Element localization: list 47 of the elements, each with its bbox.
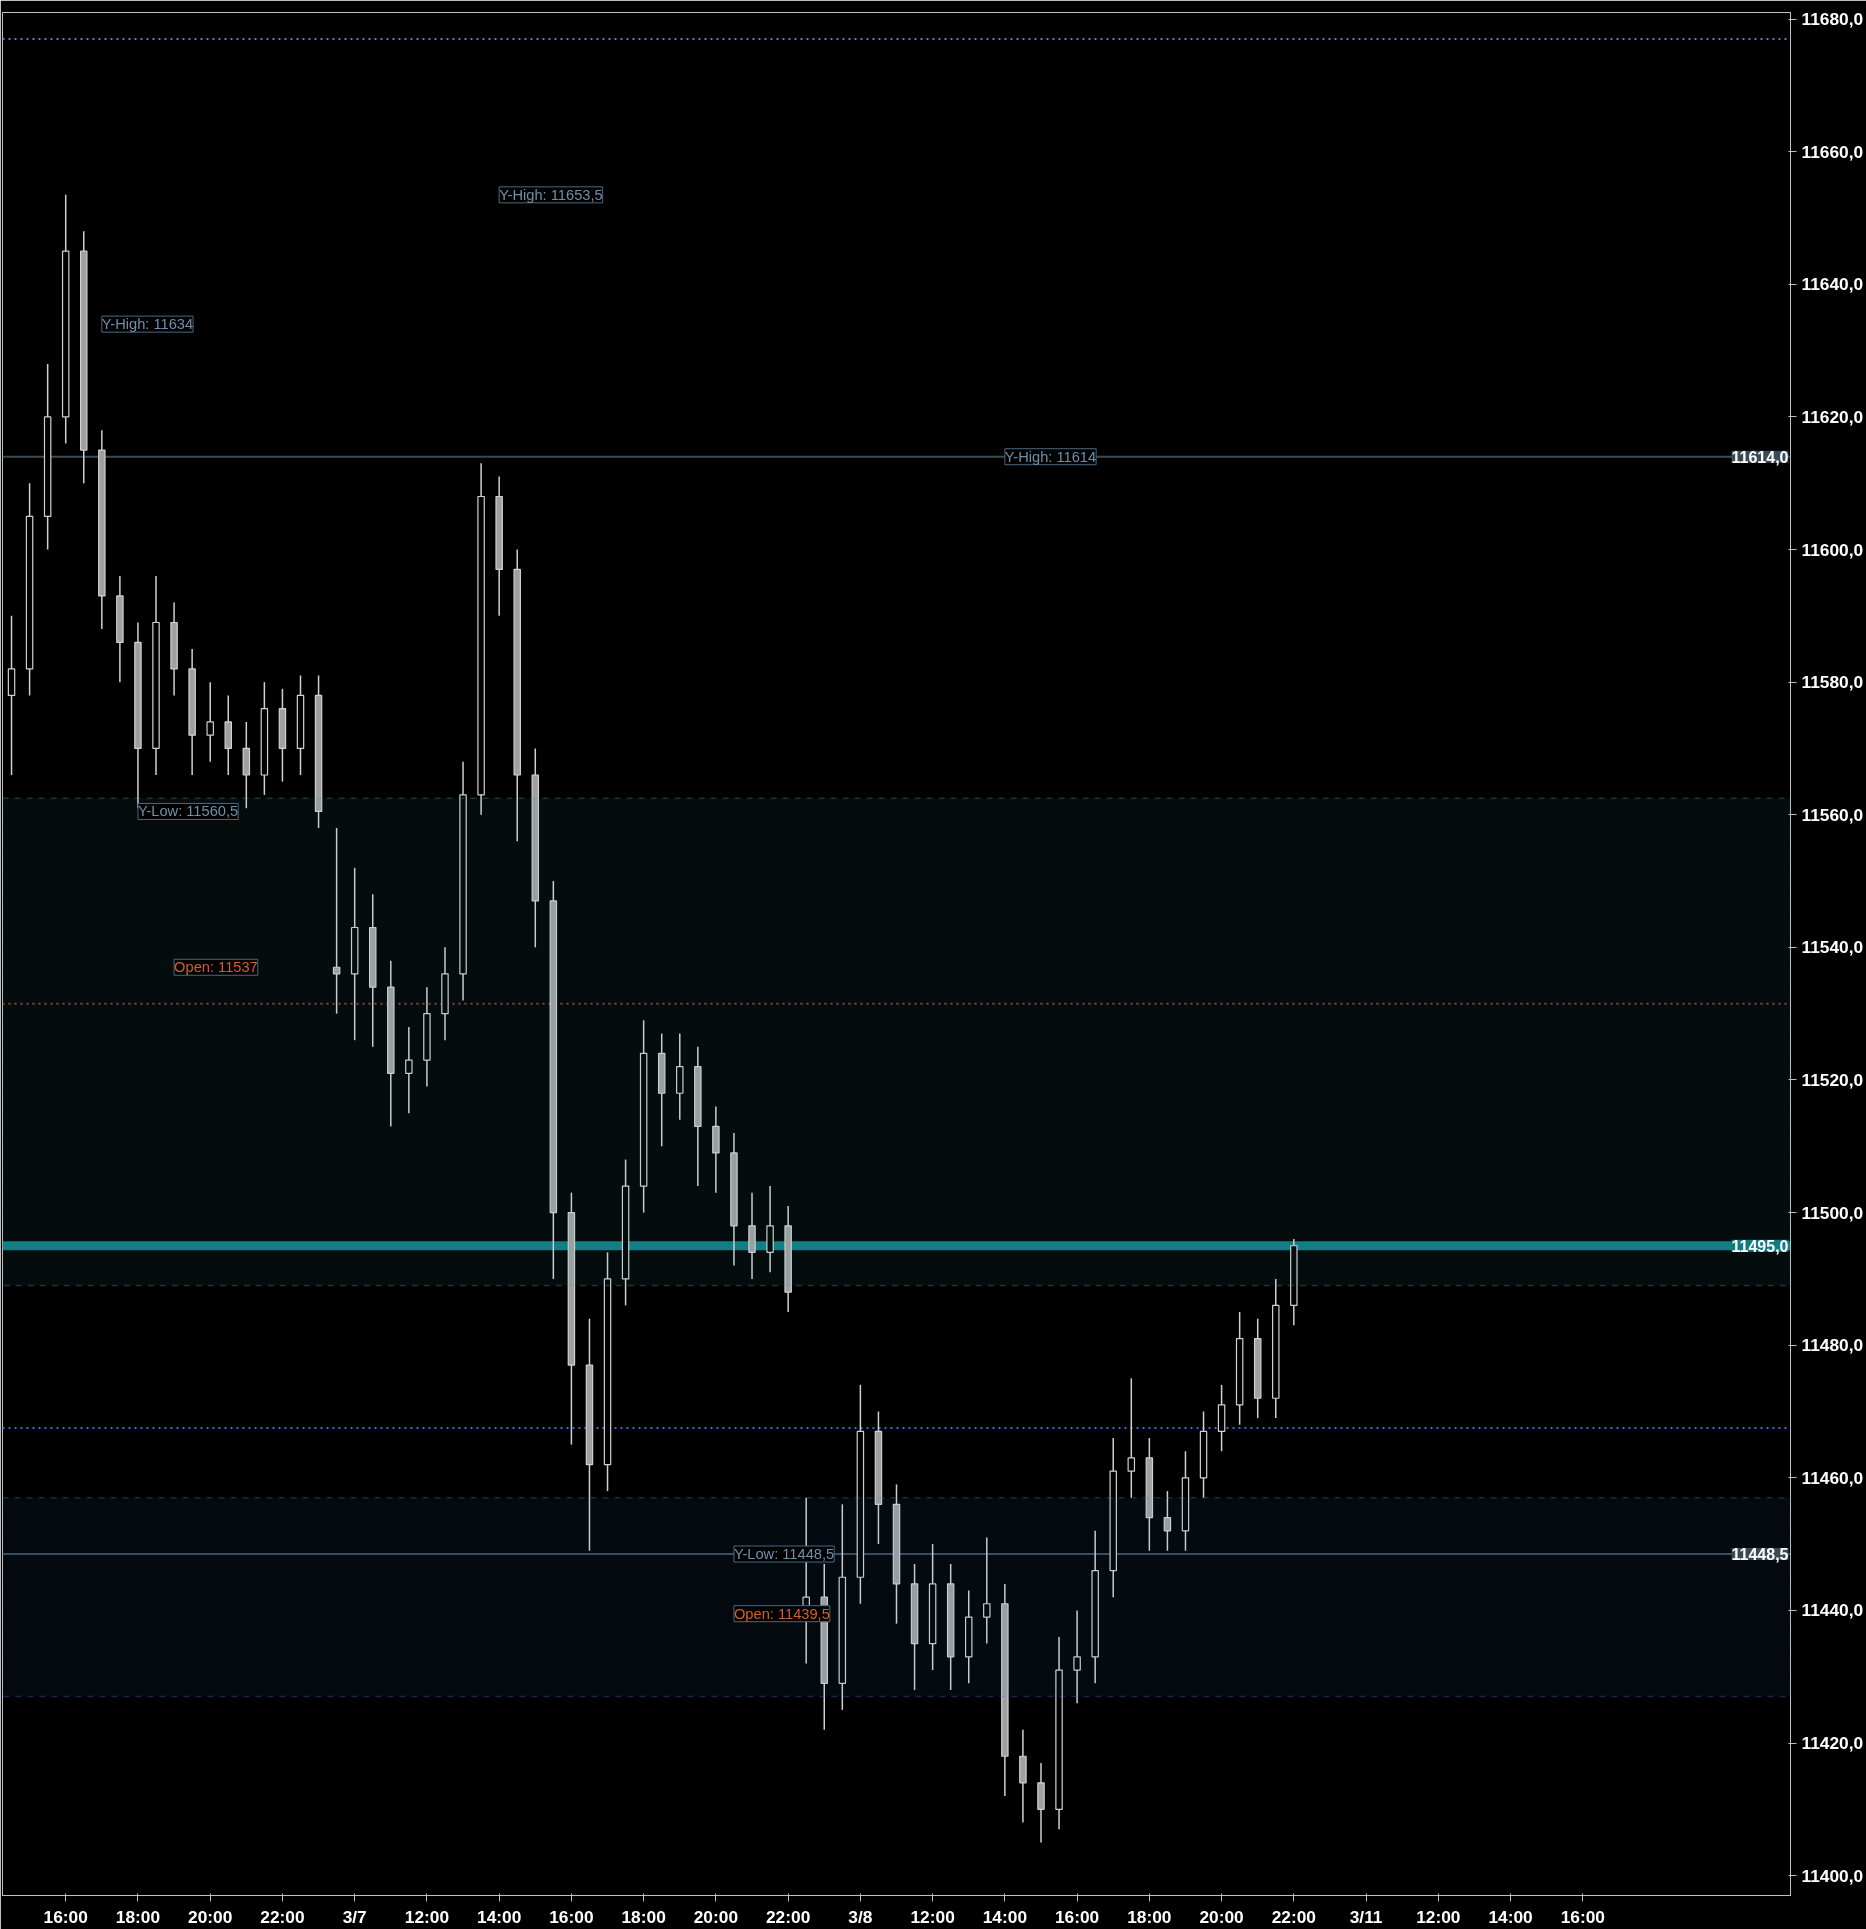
y-tick-label: 11500,0 bbox=[1801, 1202, 1864, 1223]
x-tick-label: 16:00 bbox=[1560, 1906, 1605, 1927]
ref-line-label: 11614,0 bbox=[1731, 448, 1789, 466]
x-tick-label: 18:00 bbox=[1127, 1906, 1172, 1927]
y-tick-label: 11520,0 bbox=[1801, 1069, 1864, 1090]
annotation: Open: 11537 bbox=[174, 959, 258, 976]
x-tick-label: 16:00 bbox=[549, 1906, 594, 1927]
y-tick-label: 11420,0 bbox=[1801, 1733, 1864, 1753]
y-tick-label: 11600,0 bbox=[1801, 539, 1864, 560]
x-tick-label: 20:00 bbox=[188, 1906, 233, 1927]
x-tick-label: 3/7 bbox=[342, 1906, 367, 1927]
y-tick-label: 11620,0 bbox=[1801, 406, 1864, 427]
y-tick-label: 11660,0 bbox=[1801, 141, 1864, 162]
x-tick-label: 14:00 bbox=[982, 1906, 1028, 1927]
y-tick-label: 11480,0 bbox=[1801, 1335, 1864, 1356]
x-tick-label: 16:00 bbox=[1054, 1906, 1100, 1927]
x-tick-label: 12:00 bbox=[404, 1906, 450, 1927]
x-tick-label: 3/11 bbox=[1349, 1906, 1383, 1927]
y-tick-label: 11560,0 bbox=[1801, 804, 1864, 825]
y-tick-label: 11460,0 bbox=[1801, 1467, 1864, 1488]
x-tick-label: 22:00 bbox=[1271, 1906, 1316, 1927]
y-tick-label: 11540,0 bbox=[1801, 937, 1864, 958]
x-tick-label: 3/8 bbox=[848, 1906, 873, 1927]
y-tick-label: 11440,0 bbox=[1801, 1600, 1864, 1621]
y-tick-label: 11640,0 bbox=[1801, 274, 1864, 295]
x-tick-label: 16:00 bbox=[43, 1906, 88, 1927]
ref-line-label: 11495,0 bbox=[1731, 1237, 1789, 1255]
x-tick-label: 18:00 bbox=[621, 1906, 666, 1927]
annotation: Y-High: 11614 bbox=[1004, 448, 1097, 465]
x-tick-label: 22:00 bbox=[765, 1906, 811, 1927]
x-tick-label: 12:00 bbox=[910, 1906, 955, 1927]
annotation: Open: 11439,5 bbox=[733, 1605, 830, 1622]
x-tick-label: 20:00 bbox=[1199, 1906, 1244, 1927]
y-tick-label: 11400,0 bbox=[1801, 1865, 1864, 1886]
annotation: Y-Low: 11560,5 bbox=[137, 803, 239, 820]
x-tick-label: 14:00 bbox=[477, 1906, 522, 1927]
x-tick-label: 22:00 bbox=[260, 1906, 305, 1927]
x-tick-label: 20:00 bbox=[693, 1906, 739, 1927]
ref-line-label: 11448,5 bbox=[1731, 1546, 1789, 1564]
x-tick-label: 14:00 bbox=[1488, 1906, 1533, 1927]
x-tick-label: 12:00 bbox=[1416, 1906, 1461, 1927]
annotation: Y-High: 11634 bbox=[101, 316, 194, 333]
annotation: Y-High: 11653,5 bbox=[499, 186, 603, 203]
x-tick-label: 18:00 bbox=[115, 1906, 161, 1927]
annotation: Y-Low: 11448,5 bbox=[733, 1546, 835, 1563]
y-tick-label: 11580,0 bbox=[1801, 672, 1864, 693]
y-tick-label: 11680,0 bbox=[1801, 9, 1864, 30]
